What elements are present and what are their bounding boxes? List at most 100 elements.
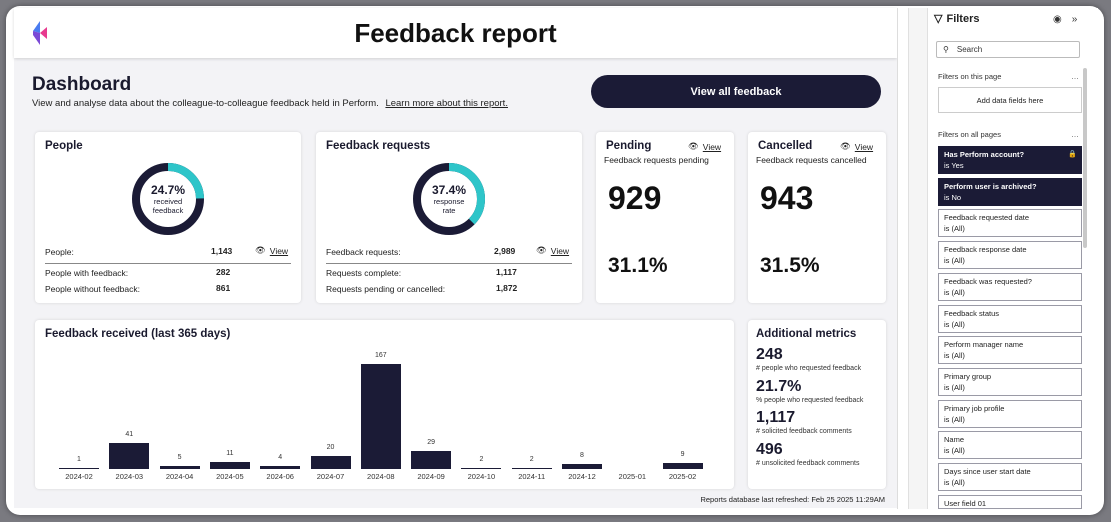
eye-icon: 👁 — [536, 245, 547, 255]
filter-card[interactable]: User field 01 — [938, 494, 1082, 509]
pending-title: Pending — [606, 140, 652, 152]
chart-bar[interactable] — [109, 443, 150, 469]
pending-pct: 31.1% — [608, 254, 668, 277]
filter-card[interactable]: Primary job profile is (All) — [938, 399, 1082, 428]
people-without-label: People without feedback: — [45, 284, 140, 294]
filter-card[interactable]: Name is (All) — [938, 431, 1082, 460]
chart-bar[interactable] — [411, 450, 452, 469]
x-axis-label: 2024-08 — [367, 472, 395, 481]
dashboard-subtitle: View and analyse data about the colleagu… — [32, 98, 508, 109]
people-without-value: 861 — [216, 283, 231, 293]
filter-name: Primary job profile — [944, 403, 1005, 413]
people-with-label: People with feedback: — [45, 268, 129, 278]
filter-card[interactable]: Feedback was requested? is (All) — [938, 272, 1082, 301]
filter-card[interactable]: Has Perform account? is Yes 🔒 — [938, 146, 1082, 174]
filter-name: Feedback response date — [944, 245, 1027, 255]
people-view-link[interactable]: 👁 View — [255, 245, 288, 256]
filter-card[interactable]: Feedback status is (All) — [938, 304, 1082, 333]
requests-title: Feedback requests — [326, 140, 431, 152]
more-options-icon[interactable]: … — [1071, 130, 1079, 139]
pending-subtitle: Feedback requests pending — [604, 155, 709, 165]
requests-complete-value: 1,117 — [496, 267, 517, 277]
filters-scrollbar[interactable] — [1083, 68, 1087, 248]
filters-search-input[interactable]: ⚲ Search — [936, 41, 1080, 58]
metric-label: # solicited feedback comments — [756, 428, 852, 435]
metric-value: 21.7% — [756, 378, 802, 395]
bar-value-label: 29 — [427, 438, 435, 446]
x-axis-label: 2024-03 — [115, 472, 144, 481]
filter-value: is No — [944, 192, 962, 202]
filter-value: is (All) — [944, 287, 965, 297]
filter-card[interactable]: Perform manager name is (All) — [938, 336, 1082, 365]
filter-value: is Yes — [944, 161, 964, 170]
bar-value-label: 9 — [680, 451, 685, 459]
x-axis-label: 2024-10 — [467, 472, 496, 481]
pending-view-label: View — [702, 141, 722, 152]
filter-card[interactable]: Perform user is archived? is No — [938, 177, 1082, 206]
filter-name: User field 01 — [944, 498, 987, 508]
more-options-icon[interactable]: … — [1071, 72, 1079, 81]
x-axis-label: 2024-12 — [568, 472, 596, 481]
chart-bar[interactable] — [360, 364, 401, 469]
search-placeholder: Search — [956, 45, 983, 54]
metric-label: % people who requested feedback — [756, 397, 864, 404]
bar-value-label: 20 — [326, 444, 335, 452]
bar-value-label: 2 — [529, 455, 534, 463]
filter-value: is (All) — [944, 478, 965, 487]
requests-view-link[interactable]: 👁 View — [536, 245, 569, 256]
view-all-feedback-button[interactable]: View all feedback — [591, 75, 881, 108]
chart-bar[interactable] — [260, 466, 301, 469]
chart-bar[interactable] — [562, 463, 602, 469]
cancelled-pct: 31.5% — [760, 254, 820, 277]
filter-card[interactable]: Feedback response date is (All) — [938, 241, 1082, 270]
pending-card: Pending 👁 View Feedback requests pending… — [596, 132, 734, 303]
chart-bar[interactable] — [511, 467, 552, 469]
filter-name: Feedback requested date — [944, 213, 1030, 223]
filter-card[interactable]: Days since user start date is (All) — [938, 463, 1082, 491]
pane-collapse-strip[interactable] — [908, 8, 928, 509]
filter-value: is (All) — [944, 224, 965, 234]
add-data-fields-dropzone[interactable]: Add data fields here — [938, 87, 1082, 113]
collapse-icon[interactable]: » — [1071, 14, 1078, 25]
chart-title: Feedback received (last 365 days) — [45, 328, 231, 340]
filter-name: Days since user start date — [944, 467, 1031, 476]
bar-value-label: 2 — [479, 455, 484, 463]
requests-pending-label: Requests pending or cancelled: — [326, 284, 446, 294]
people-card: People 24.7% received feedback People: 1… — [35, 132, 301, 303]
requests-donut-pct: 37.4% — [431, 183, 467, 197]
cancelled-card: Cancelled 👁 View Feedback requests cance… — [748, 132, 886, 303]
x-axis-label: 2024-05 — [216, 472, 244, 481]
requests-complete-label: Requests complete: — [326, 268, 402, 278]
filter-icon: ▽ — [934, 13, 943, 25]
filter-name: Feedback was requested? — [944, 276, 1032, 286]
learn-more-link[interactable]: Learn more about this report. — [385, 98, 508, 109]
bar-value-label: 5 — [177, 453, 182, 461]
x-axis-label: 2025-01 — [618, 472, 647, 481]
cancelled-view-label: View — [854, 141, 874, 152]
filter-name: Perform manager name — [944, 340, 1024, 350]
chart-bar[interactable] — [59, 467, 99, 469]
visibility-icon[interactable]: ◉ — [1053, 14, 1062, 25]
metric-value: 248 — [756, 346, 783, 363]
metric-value: 496 — [756, 441, 783, 458]
chart-bar[interactable] — [461, 467, 502, 469]
chart-bar[interactable] — [159, 465, 200, 469]
people-divider — [45, 263, 291, 264]
requests-view-label: View — [550, 245, 570, 256]
eye-icon: 👁 — [688, 141, 699, 151]
feedback-chart-card: Feedback received (last 365 days) 1 2024-… — [35, 320, 734, 489]
report-header: Feedback report — [14, 8, 897, 58]
filter-card[interactable]: Primary group is (All) — [938, 367, 1082, 396]
chart-bar[interactable] — [209, 462, 250, 469]
cancelled-view-link[interactable]: 👁 View — [840, 141, 873, 152]
filter-value: is (All) — [944, 256, 965, 266]
logo-icon — [33, 21, 47, 45]
chart-bar[interactable] — [662, 463, 703, 469]
eye-icon: 👁 — [840, 141, 851, 151]
bar-value-label: 8 — [580, 451, 584, 459]
filter-card[interactable]: Feedback requested date is (All) — [938, 209, 1082, 238]
filter-value: is (All) — [944, 446, 965, 456]
lock-icon: 🔒 — [1068, 151, 1077, 158]
chart-bar[interactable] — [310, 456, 351, 469]
pending-view-link[interactable]: 👁 View — [688, 141, 721, 152]
